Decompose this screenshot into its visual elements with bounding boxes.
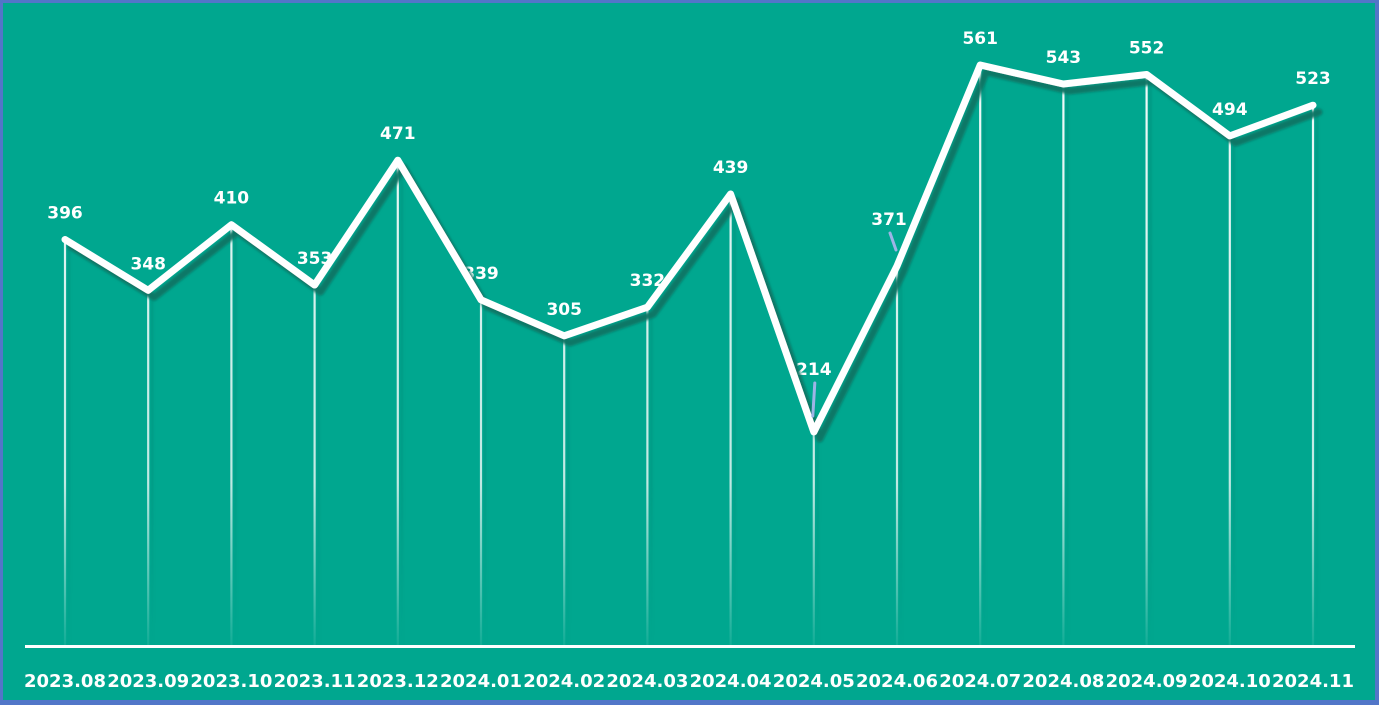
value-label: 353 xyxy=(297,249,333,269)
x-axis-label: 2024.07 xyxy=(939,671,1021,692)
value-label: 523 xyxy=(1295,69,1331,89)
value-label: 471 xyxy=(380,124,416,144)
series-line xyxy=(61,61,1317,436)
value-label: 214 xyxy=(796,360,832,380)
x-axis-label: 2024.11 xyxy=(1272,671,1354,692)
x-axis-label: 2024.03 xyxy=(606,671,688,692)
value-label: 305 xyxy=(546,300,582,320)
value-label: 561 xyxy=(962,29,998,49)
value-label: 396 xyxy=(47,204,83,224)
drop-lines-group xyxy=(63,65,1315,645)
value-label: 410 xyxy=(214,189,250,209)
x-axis-label: 2024.10 xyxy=(1189,671,1271,692)
x-axis-label: 2024.09 xyxy=(1106,671,1188,692)
value-label: 332 xyxy=(630,271,666,291)
value-label: 439 xyxy=(713,158,749,178)
x-axis-label: 2023.09 xyxy=(107,671,189,692)
x-axis-label: 2023.08 xyxy=(24,671,106,692)
x-axis-labels-group: 2023.08 2023.09 2023.10 2023.11 2023.12 2024.… xyxy=(24,671,1354,692)
leader-line xyxy=(811,381,817,418)
x-axis-label: 2024.05 xyxy=(773,671,855,692)
value-label: 371 xyxy=(871,210,907,230)
leader-line xyxy=(888,231,898,252)
value-label: 494 xyxy=(1212,100,1248,120)
x-axis-label: 2024.01 xyxy=(440,671,522,692)
x-axis-label: 2024.06 xyxy=(856,671,938,692)
x-axis-label: 2024.02 xyxy=(523,671,605,692)
value-label: 543 xyxy=(1046,48,1082,68)
x-axis-label: 2023.12 xyxy=(357,671,439,692)
value-label: 552 xyxy=(1129,39,1165,59)
leader-lines-group xyxy=(811,231,898,418)
x-axis-label: 2024.04 xyxy=(690,671,772,692)
value-label: 348 xyxy=(130,254,166,274)
x-axis-label: 2023.10 xyxy=(190,671,272,692)
x-axis-label: 2023.11 xyxy=(274,671,356,692)
x-axis-label: 2024.08 xyxy=(1022,671,1104,692)
